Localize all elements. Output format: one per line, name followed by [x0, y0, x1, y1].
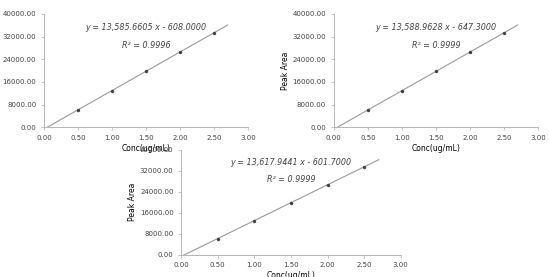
Point [363, 108, 372, 112]
Point [108, 88, 116, 93]
Point [500, 30, 508, 35]
Text: y = 13,617.9441 x - 601.7000: y = 13,617.9441 x - 601.7000 [231, 158, 351, 167]
Point [432, 69, 440, 74]
X-axis label: Conc(ug/mL): Conc(ug/mL) [412, 144, 461, 153]
X-axis label: Conc(ug/mL): Conc(ug/mL) [266, 271, 316, 277]
Point [287, 201, 295, 205]
Text: y = 13,585.6605 x - 608.0000: y = 13,585.6605 x - 608.0000 [86, 23, 206, 32]
Text: R² = 0.9999: R² = 0.9999 [267, 175, 315, 184]
Y-axis label: Peak Area: Peak Area [128, 183, 137, 221]
Y-axis label: Peak Area: Peak Area [281, 52, 290, 90]
Point [214, 236, 222, 241]
X-axis label: Conc(ug/mL): Conc(ug/mL) [121, 144, 170, 153]
Text: y = 13,588.9628 x - 647.3000: y = 13,588.9628 x - 647.3000 [376, 23, 496, 32]
Point [210, 30, 219, 35]
Point [360, 165, 368, 169]
Point [397, 88, 406, 93]
Point [466, 50, 474, 54]
Text: R² = 0.9999: R² = 0.9999 [412, 41, 460, 50]
Text: R² = 0.9996: R² = 0.9996 [122, 41, 170, 50]
Point [323, 183, 332, 187]
Point [250, 218, 259, 223]
Point [176, 50, 184, 54]
Point [74, 108, 82, 112]
Point [142, 69, 150, 73]
